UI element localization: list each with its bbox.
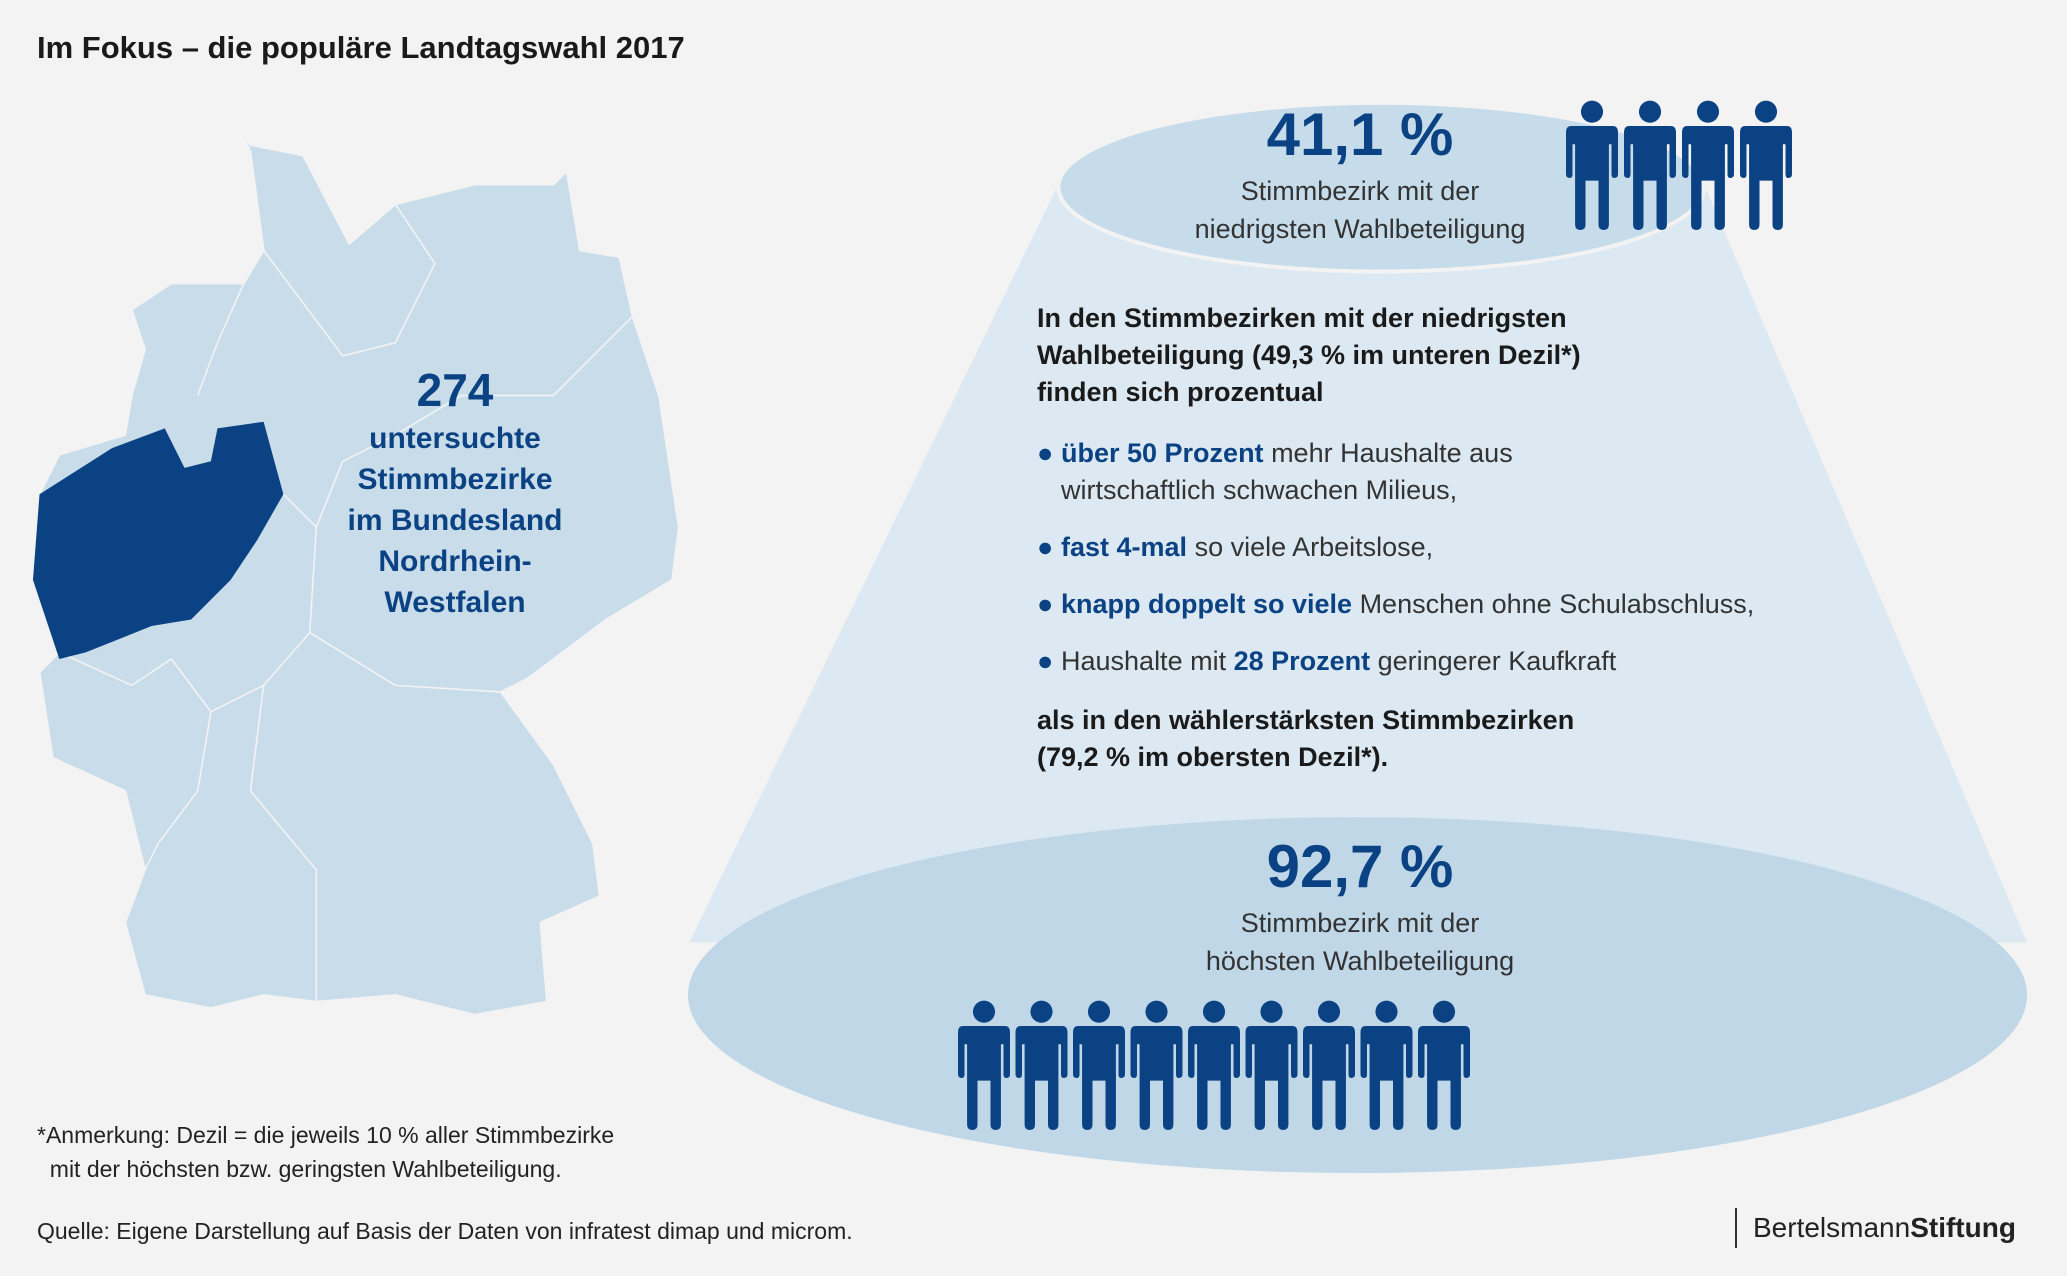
bullet-highlight: knapp doppelt so viele — [1061, 589, 1353, 619]
map-label-line: Westfalen — [384, 586, 526, 619]
person-icon — [1740, 100, 1792, 231]
logo-part: Bertelsmann — [1753, 1212, 1911, 1243]
lowest-turnout-value: 41,1 % — [1266, 101, 1454, 168]
caption-line: Stimmbezirk mit der — [1240, 176, 1480, 206]
highest-turnout-value: 92,7 % — [1266, 833, 1454, 900]
bullet-text: geringerer Kaufkraft — [1370, 646, 1617, 676]
map-label-line: im Bundesland — [347, 504, 563, 537]
map-label-line: untersuchte — [369, 422, 541, 455]
map-label-line: Stimmbezirke — [357, 463, 553, 496]
page-title: Im Fokus – die populäre Landtagswahl 201… — [37, 30, 685, 65]
bullet-text: so viele Arbeitslose, — [1187, 532, 1434, 562]
bottom-ellipse — [687, 817, 2028, 1174]
top-ellipse — [1056, 100, 1707, 274]
nrw-region — [32, 421, 284, 659]
lowest-turnout-caption: Stimmbezirk mit der niedrigsten Wahlbete… — [1110, 172, 1610, 248]
map-label: 274 untersuchte Stimmbezirke im Bundesla… — [300, 362, 610, 623]
caption-line: höchsten Wahlbeteiligung — [1205, 946, 1515, 976]
bullet-text: Haushalte mit — [1061, 646, 1234, 676]
bullet-text: wirtschaftlich schwachen Milieus, — [1061, 475, 1458, 505]
lead-line: finden sich prozentual — [1037, 377, 1324, 407]
bullet-item: ● fast 4-mal so viele Arbeitslose, — [1037, 529, 1817, 566]
closing-line: (79,2 % im obersten Dezil*). — [1037, 742, 1389, 772]
source-note: Quelle: Eigene Darstellung auf Basis der… — [37, 1218, 853, 1244]
footnote-line: mit der höchsten bzw. geringsten Wahlbet… — [37, 1156, 562, 1182]
caption-line: Stimmbezirk mit der — [1240, 908, 1480, 938]
bullet-highlight: 28 Prozent — [1233, 646, 1371, 676]
bullet-item: ● Haushalte mit 28 Prozent geringerer Ka… — [1037, 643, 1817, 680]
bullet-icon: ● — [1037, 589, 1054, 619]
map-label-line: Nordrhein- — [378, 545, 532, 578]
bullet-icon: ● — [1037, 646, 1054, 676]
highest-turnout-caption: Stimmbezirk mit der höchsten Wahlbeteili… — [1110, 904, 1610, 980]
state-borders — [58, 203, 634, 1002]
bullet-item: ● knapp doppelt so viele Menschen ohne S… — [1037, 586, 1817, 623]
germany-map — [31, 120, 680, 1016]
bullet-icon: ● — [1037, 438, 1054, 468]
lead-line: In den Stimmbezirken mit der niedrigsten — [1037, 303, 1567, 333]
footnote-line: *Anmerkung: Dezil = die jeweils 10 % all… — [37, 1122, 615, 1148]
bullet-item: ● über 50 Prozent mehr Haushalte aus wir… — [1037, 435, 1817, 509]
bullet-text: Menschen ohne Schulabschluss, — [1352, 589, 1755, 619]
bullet-text: mehr Haushalte aus — [1263, 438, 1513, 468]
lead-line: Wahlbeteiligung (49,3 % im unteren Dezil… — [1037, 340, 1581, 370]
findings-text: In den Stimmbezirken mit der niedrigsten… — [1037, 300, 1817, 776]
closing-line: als in den wählerstärksten Stimmbezirken — [1037, 705, 1575, 735]
bertelsmann-logo: BertelsmannStiftung — [1735, 1208, 2016, 1248]
bullet-highlight: über 50 Prozent — [1061, 438, 1264, 468]
district-count: 274 — [416, 364, 494, 416]
cone — [689, 184, 2028, 943]
bullet-highlight: fast 4-mal — [1061, 532, 1188, 562]
footnote: *Anmerkung: Dezil = die jeweils 10 % all… — [37, 1118, 614, 1186]
bullet-icon: ● — [1037, 532, 1054, 562]
caption-line: niedrigsten Wahlbeteiligung — [1194, 214, 1526, 244]
logo-part: Stiftung — [1910, 1212, 2016, 1243]
